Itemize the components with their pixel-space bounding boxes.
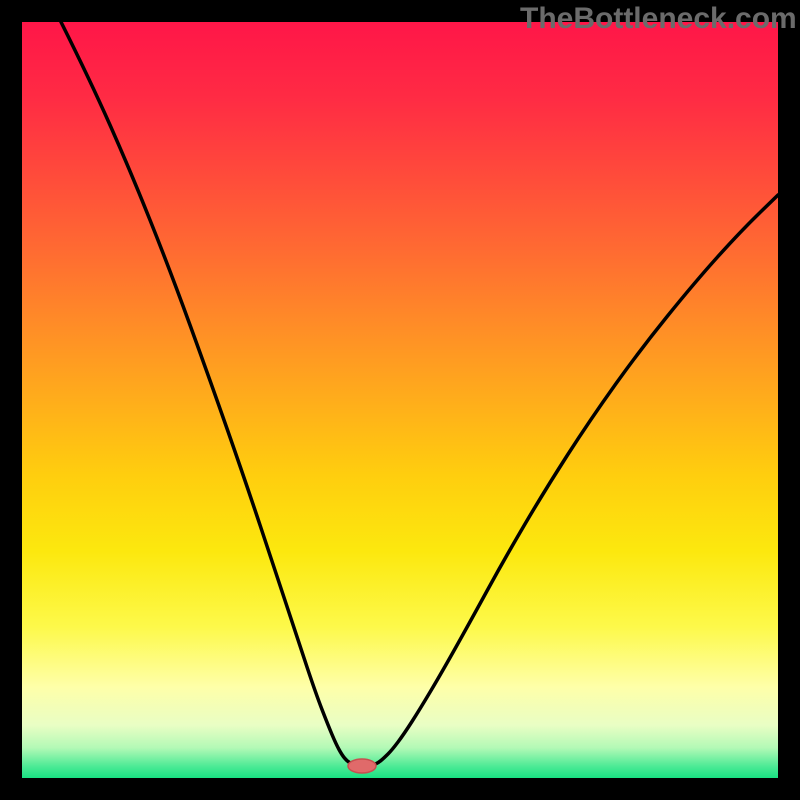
border-right xyxy=(778,0,800,800)
watermark-text: TheBottleneck.com xyxy=(520,2,797,36)
border-left xyxy=(0,0,22,800)
border-bottom xyxy=(0,778,800,800)
chart-canvas: TheBottleneck.com xyxy=(0,0,800,800)
plot-svg xyxy=(22,22,778,778)
gradient-background xyxy=(22,22,778,778)
min-marker xyxy=(348,759,376,773)
plot-area xyxy=(22,22,778,778)
